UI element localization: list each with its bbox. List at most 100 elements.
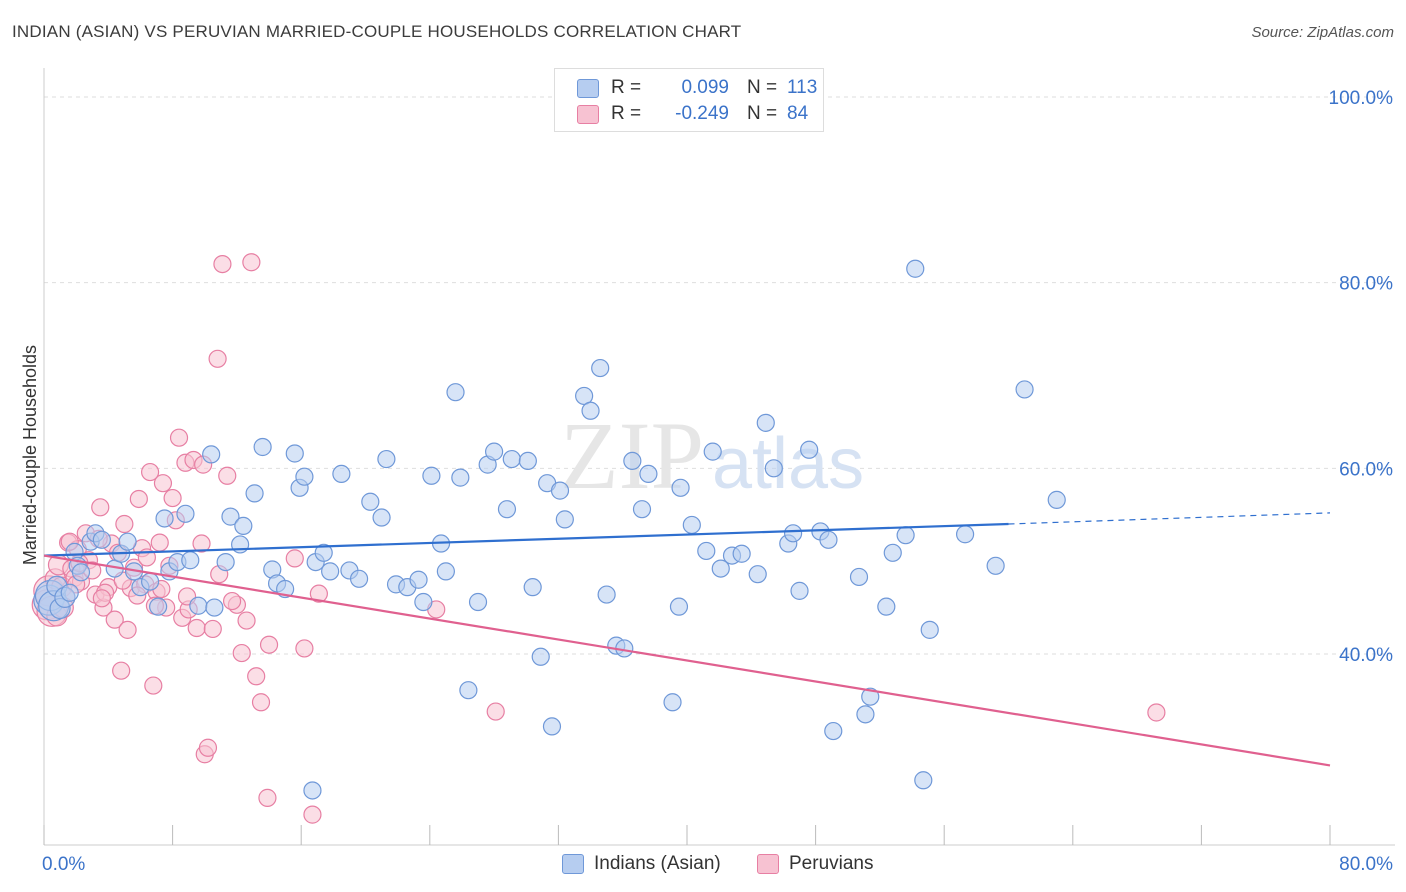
peruvians-point <box>303 805 322 824</box>
chart-title: INDIAN (ASIAN) VS PERUVIAN MARRIED-COUPL… <box>12 22 742 41</box>
indians-point <box>451 468 470 487</box>
peruvians-point <box>140 462 160 482</box>
indians-point <box>883 543 902 562</box>
peruvians-point <box>309 584 328 603</box>
peruvians-point <box>208 349 227 368</box>
y-tick-label: 40.0% <box>1339 645 1393 666</box>
series-legend-peruvians: Peruvians <box>757 851 874 877</box>
indians-point <box>372 508 391 527</box>
peruvians-point <box>218 466 237 485</box>
peruvians-point <box>285 549 304 568</box>
indians-point <box>221 507 240 526</box>
indians-point <box>295 467 314 486</box>
peruvians-point <box>198 738 218 757</box>
indians-point <box>861 687 880 706</box>
legend-row-indians: R = 0.099 N = 113 <box>577 76 827 100</box>
indians-point <box>906 259 925 278</box>
indians-point <box>632 500 652 519</box>
indians-point <box>639 464 658 484</box>
peruvians-point <box>242 253 261 272</box>
indians-point <box>303 781 322 800</box>
indians-point <box>849 567 869 587</box>
indians-point <box>1015 380 1034 399</box>
peruvians-trend-line <box>43 554 1331 767</box>
indians-point <box>669 597 689 616</box>
indians-trend-extension <box>1008 512 1331 525</box>
indians-point <box>253 437 272 457</box>
indians-asian-points <box>33 259 1066 800</box>
indians-point <box>468 592 488 612</box>
indians-point <box>824 721 843 741</box>
peruvians-point <box>1147 703 1166 722</box>
indians-point <box>189 596 208 615</box>
y-tick-label: 100.0% <box>1329 88 1394 109</box>
legend-swatch-pink <box>757 854 779 874</box>
indians-point <box>703 442 722 461</box>
x-tick-label: 0.0% <box>42 854 85 875</box>
peruvians-point <box>222 591 242 611</box>
indians-point <box>349 569 369 588</box>
indians-trend-line <box>43 522 1009 557</box>
indians-point <box>216 552 235 572</box>
indians-point <box>955 525 975 544</box>
indians-point <box>711 559 730 578</box>
indians-point <box>140 572 160 591</box>
indians-point <box>446 383 465 402</box>
indians-point <box>732 544 751 563</box>
peruvians-point <box>259 635 279 654</box>
peruvians-point <box>118 620 137 639</box>
indians-point <box>118 532 137 551</box>
indians-point <box>502 449 521 469</box>
indians-point <box>414 592 433 612</box>
indians-point <box>314 543 333 562</box>
legend-swatch-blue <box>577 78 599 98</box>
indians-point <box>542 717 562 736</box>
tick-labels: 40.0% 60.0% 80.0% 100.0% 0.0% 80.0% <box>42 88 1393 875</box>
legend-n-label: N = <box>747 103 778 124</box>
indians-point <box>422 466 441 485</box>
indians-point <box>71 563 91 582</box>
peruvians-point <box>203 619 222 639</box>
legend-swatch-pink <box>577 104 599 124</box>
peruvians-point <box>192 534 211 553</box>
peruvians-point <box>251 693 271 712</box>
y-tick-label: 80.0% <box>1339 274 1393 295</box>
indians-point <box>377 449 396 469</box>
indians-point <box>518 451 537 471</box>
indians-point <box>581 401 600 420</box>
indians-point <box>856 705 875 724</box>
indians-point <box>790 581 809 600</box>
indians-point <box>697 541 716 561</box>
indians-point <box>149 597 168 616</box>
peruvians-point <box>213 255 232 274</box>
indians-point <box>663 693 682 712</box>
peruvians-point <box>105 610 124 629</box>
indians-point <box>764 459 783 478</box>
peruvians-point <box>486 702 505 721</box>
legend-swatch-blue <box>562 854 584 874</box>
indians-point <box>205 598 224 617</box>
indians-point <box>914 771 933 790</box>
axes <box>43 68 1395 846</box>
indians-point <box>409 570 428 589</box>
legend-r-label: R = <box>611 77 642 98</box>
peruvians-point <box>153 474 173 493</box>
indians-point <box>671 478 690 497</box>
indians-point <box>756 413 775 432</box>
indians-point <box>285 444 304 463</box>
series-name: Indians (Asian) <box>594 853 721 874</box>
indians-point <box>819 530 838 549</box>
series-name: Peruvians <box>789 853 874 874</box>
indians-point <box>321 562 340 581</box>
indians-point <box>60 583 79 602</box>
peruvians-point <box>91 498 110 517</box>
peruvians-point <box>187 618 206 638</box>
trend-lines <box>43 512 1331 767</box>
indians-point <box>800 440 819 459</box>
indians-point <box>896 526 915 545</box>
indians-point <box>181 551 200 570</box>
indians-point <box>555 510 574 529</box>
indians-point <box>332 464 351 484</box>
indians-point <box>497 500 517 519</box>
